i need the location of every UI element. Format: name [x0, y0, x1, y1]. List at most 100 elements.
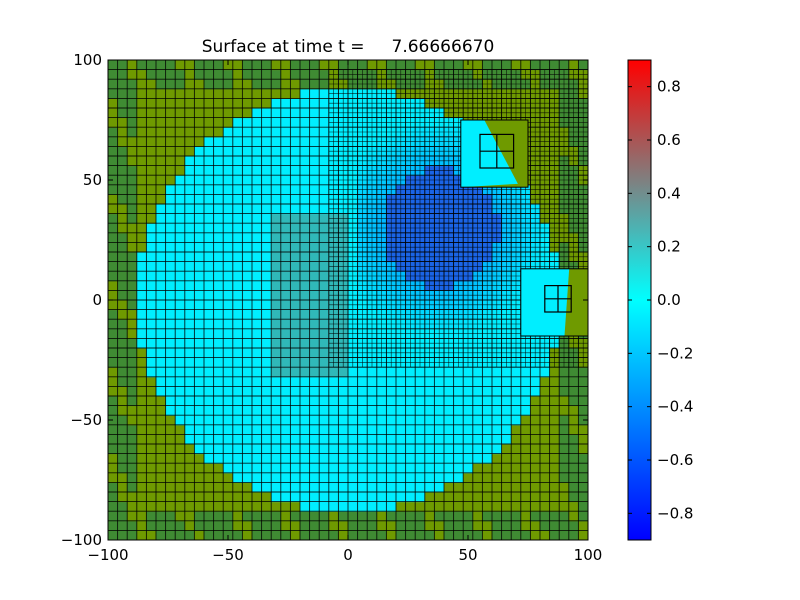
surface-cell [252, 300, 263, 311]
surface-cell [357, 530, 368, 541]
surface-cell [434, 482, 445, 493]
surface-cell [127, 108, 138, 119]
surface-cell [165, 98, 176, 109]
surface-cell [232, 444, 243, 455]
surface-cell [156, 127, 167, 138]
surface-cell [127, 309, 138, 320]
surface-cell [280, 223, 291, 234]
x-tick-label: 50 [458, 546, 477, 564]
surface-cell [540, 520, 551, 531]
surface-cell [424, 434, 435, 445]
surface-cell [309, 117, 320, 128]
surface-cell [165, 309, 176, 320]
surface-cell [242, 271, 253, 282]
surface-cell [280, 367, 291, 378]
surface-cell [156, 261, 167, 272]
surface-cell [175, 376, 186, 387]
surface-cell [127, 88, 138, 99]
surface-cell [444, 501, 455, 512]
surface-cell [156, 194, 167, 205]
surface-cell [396, 386, 407, 397]
surface-cell [434, 472, 445, 483]
surface-cell [492, 367, 503, 378]
surface-cell [194, 453, 205, 464]
surface-cell [175, 453, 186, 464]
surface-cell [146, 232, 157, 243]
surface-cell [204, 79, 215, 90]
surface-cell [472, 60, 483, 71]
surface-cell [223, 252, 234, 263]
surface-cell [338, 492, 349, 503]
surface-cell [175, 194, 186, 205]
surface-cell [290, 184, 301, 195]
surface-cell [386, 511, 397, 522]
surface-cell [540, 434, 551, 445]
surface-cell [520, 472, 531, 483]
surface-cell [309, 242, 320, 253]
y-tick-label: 0 [92, 291, 102, 309]
surface-cell [156, 79, 167, 90]
surface-cell [165, 482, 176, 493]
surface-cell [578, 482, 589, 493]
surface-cell [309, 136, 320, 147]
surface-cell [117, 405, 128, 416]
surface-cell [261, 271, 272, 282]
surface-cell [290, 175, 301, 186]
surface-cell [175, 223, 186, 234]
surface-cell [184, 175, 195, 186]
surface-cell [136, 511, 147, 522]
surface-cell [117, 165, 128, 176]
surface-cell [376, 415, 387, 426]
surface-cell [204, 444, 215, 455]
surface-cell [424, 444, 435, 455]
surface-cell [194, 530, 205, 541]
surface-cell [252, 357, 263, 368]
surface-cell [415, 60, 426, 71]
surface-cell [300, 511, 311, 522]
surface-cell [511, 453, 522, 464]
surface-cell [213, 511, 224, 522]
surface-cell [463, 396, 474, 407]
surface-cell [578, 367, 589, 378]
surface-cell [386, 530, 397, 541]
surface-cell [492, 405, 503, 416]
surface-cell [213, 396, 224, 407]
surface-cell [232, 511, 243, 522]
surface-cell [396, 501, 407, 512]
surface-cell [156, 165, 167, 176]
surface-cell [232, 194, 243, 205]
surface-cell [136, 501, 147, 512]
surface-cell [127, 146, 138, 157]
surface-cell [242, 242, 253, 253]
surface-cell [204, 424, 215, 435]
surface-cell [415, 482, 426, 493]
surface-cell [309, 463, 320, 474]
surface-cell [300, 242, 311, 253]
surface-cell [261, 376, 272, 387]
surface-cell [252, 444, 263, 455]
surface-cell [530, 453, 541, 464]
surface-cell [194, 136, 205, 147]
surface-cell [540, 415, 551, 426]
surface-cell [396, 367, 407, 378]
surface-cell [136, 204, 147, 215]
surface-cell [568, 396, 579, 407]
surface-cell [453, 396, 464, 407]
surface-cell [146, 271, 157, 282]
surface-cell [300, 415, 311, 426]
surface-cell [252, 290, 263, 301]
surface-cell [108, 108, 119, 119]
surface-cell [127, 79, 138, 90]
surface-cell [108, 242, 119, 253]
surface-cell [357, 60, 368, 71]
surface-cell [165, 472, 176, 483]
surface-cell [117, 242, 128, 253]
surface-cell [108, 405, 119, 416]
surface-cell [223, 98, 234, 109]
surface-cell [444, 472, 455, 483]
surface-cell [520, 367, 531, 378]
surface-cell [165, 501, 176, 512]
surface-cell [108, 290, 119, 301]
surface-cell [194, 146, 205, 157]
surface-cell [108, 204, 119, 215]
